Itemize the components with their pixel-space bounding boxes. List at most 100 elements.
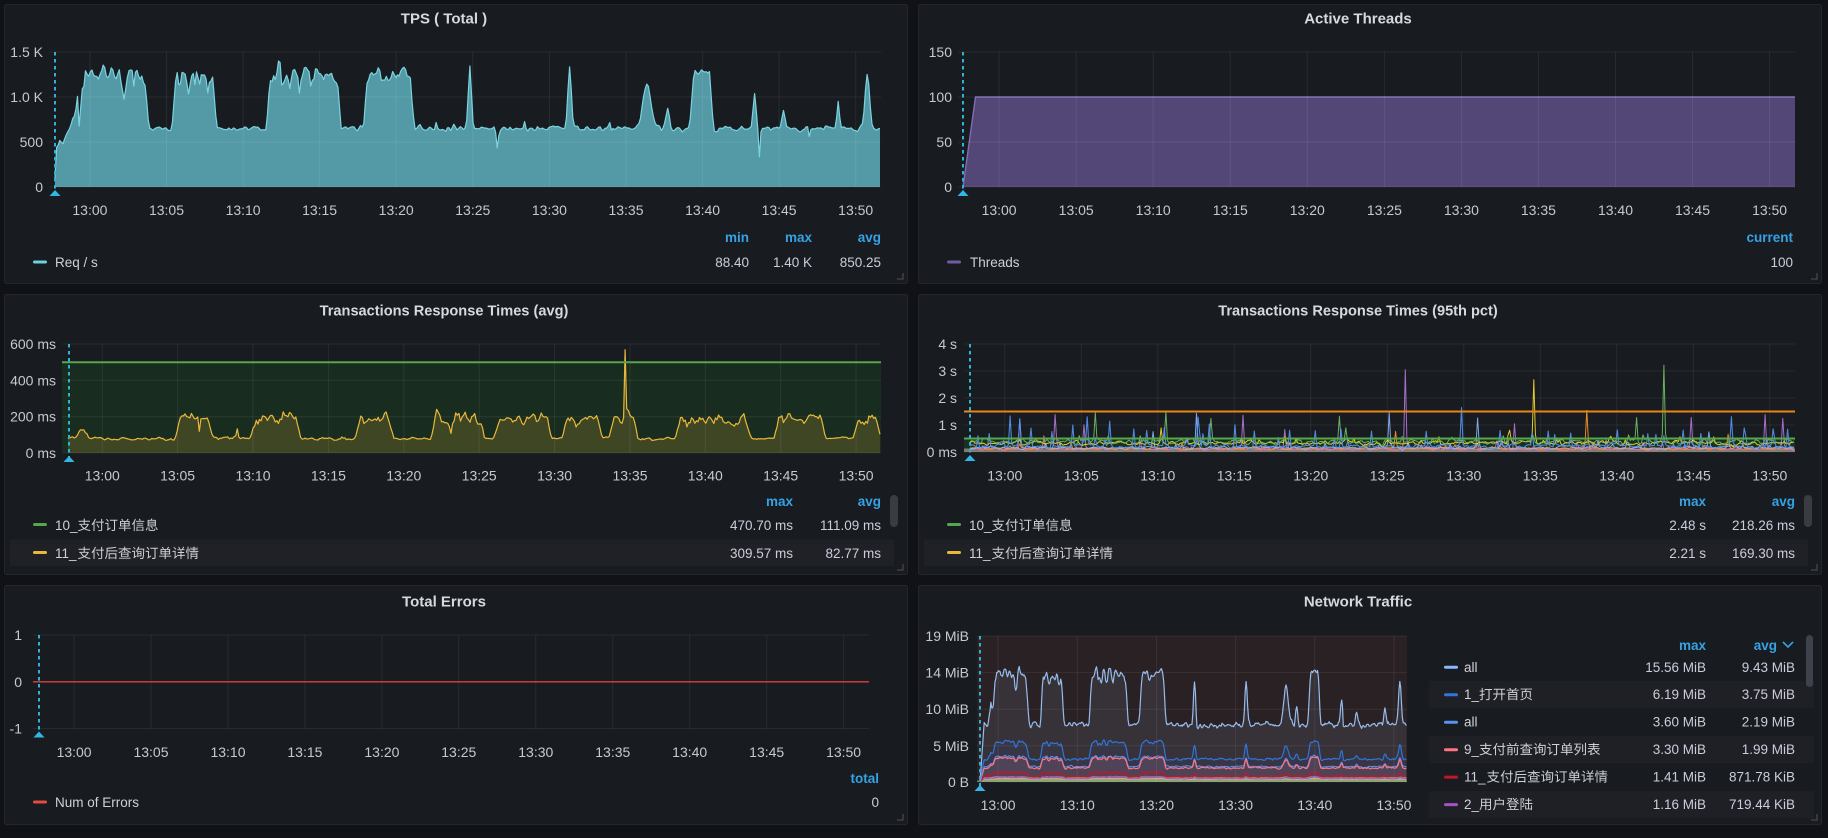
svg-text:13:40: 13:40 — [688, 468, 723, 484]
svg-text:13:30: 13:30 — [518, 744, 553, 760]
svg-text:600 ms: 600 ms — [10, 336, 56, 352]
svg-text:2.48 s: 2.48 s — [1669, 518, 1706, 533]
svg-text:13:25: 13:25 — [441, 744, 476, 760]
svg-text:850.25: 850.25 — [840, 255, 881, 270]
svg-text:3.60 MiB: 3.60 MiB — [1653, 715, 1706, 730]
svg-text:13:35: 13:35 — [595, 744, 630, 760]
svg-text:13:35: 13:35 — [1523, 468, 1558, 484]
svg-text:13:50: 13:50 — [1752, 202, 1787, 218]
svg-text:309.57 ms: 309.57 ms — [730, 546, 793, 561]
svg-text:3.30 MiB: 3.30 MiB — [1653, 742, 1706, 757]
svg-text:0: 0 — [14, 674, 22, 690]
svg-text:max: max — [1679, 638, 1707, 653]
svg-text:15.56 MiB: 15.56 MiB — [1645, 660, 1706, 675]
svg-text:1.5 K: 1.5 K — [10, 44, 43, 60]
svg-text:88.40: 88.40 — [715, 255, 749, 270]
svg-text:13:15: 13:15 — [1213, 202, 1248, 218]
svg-text:max: max — [785, 230, 813, 245]
svg-text:470.70 ms: 470.70 ms — [730, 518, 793, 533]
svg-text:13:30: 13:30 — [532, 202, 567, 218]
svg-text:13:00: 13:00 — [72, 202, 107, 218]
svg-text:0 ms: 0 ms — [927, 444, 957, 460]
svg-text:218.26 ms: 218.26 ms — [1732, 518, 1795, 533]
svg-text:14 MiB: 14 MiB — [925, 665, 969, 681]
svg-text:1_: 1_ — [1464, 687, 1480, 702]
svg-text:10 MiB: 10 MiB — [925, 701, 969, 717]
svg-text:1.0 K: 1.0 K — [10, 89, 43, 105]
svg-text:13:20: 13:20 — [379, 202, 414, 218]
svg-text:0: 0 — [871, 795, 879, 810]
svg-text:Total Errors: Total Errors — [402, 594, 486, 611]
svg-text:13:00: 13:00 — [987, 468, 1022, 484]
svg-text:13:45: 13:45 — [1675, 202, 1710, 218]
svg-text:13:20: 13:20 — [1139, 797, 1174, 813]
svg-text:13:30: 13:30 — [1444, 202, 1479, 218]
svg-text:82.77 ms: 82.77 ms — [825, 546, 881, 561]
svg-text:1: 1 — [14, 627, 22, 643]
svg-text:19 MiB: 19 MiB — [925, 628, 969, 644]
svg-text:Req / s: Req / s — [55, 255, 98, 270]
svg-text:13:30: 13:30 — [1218, 797, 1253, 813]
svg-text:max: max — [1679, 494, 1707, 509]
svg-text:current: current — [1746, 230, 1793, 245]
svg-text:13:20: 13:20 — [386, 468, 421, 484]
svg-text:100: 100 — [1770, 255, 1793, 270]
svg-text:13:30: 13:30 — [537, 468, 572, 484]
svg-text:6.19 MiB: 6.19 MiB — [1653, 687, 1706, 702]
svg-text:13:30: 13:30 — [1446, 468, 1481, 484]
svg-text:11_: 11_ — [969, 546, 991, 561]
svg-text:50: 50 — [936, 134, 952, 150]
svg-text:13:00: 13:00 — [85, 468, 120, 484]
svg-text:13:40: 13:40 — [672, 744, 707, 760]
svg-text:11_: 11_ — [55, 546, 77, 561]
svg-text:-1: -1 — [10, 721, 23, 737]
svg-text:13:20: 13:20 — [364, 744, 399, 760]
svg-text:13:35: 13:35 — [1521, 202, 1556, 218]
svg-text:13:50: 13:50 — [1752, 468, 1787, 484]
svg-text:avg: avg — [858, 494, 881, 509]
svg-text:13:10: 13:10 — [1140, 468, 1175, 484]
svg-text:13:50: 13:50 — [826, 744, 861, 760]
svg-text:13:05: 13:05 — [1064, 468, 1099, 484]
svg-text:13:50: 13:50 — [1376, 797, 1411, 813]
svg-text:3.75 MiB: 3.75 MiB — [1742, 687, 1795, 702]
svg-text:0 ms: 0 ms — [26, 445, 56, 461]
svg-text:10_: 10_ — [969, 518, 992, 533]
svg-text:13:45: 13:45 — [749, 744, 784, 760]
svg-text:13:15: 13:15 — [302, 202, 337, 218]
svg-text:1.16 MiB: 1.16 MiB — [1653, 797, 1706, 812]
svg-text:13:25: 13:25 — [1370, 468, 1405, 484]
svg-text:Transactions Response Times (a: Transactions Response Times (avg) — [320, 304, 569, 320]
svg-text:169.30 ms: 169.30 ms — [1732, 546, 1795, 561]
svg-text:13:15: 13:15 — [311, 468, 346, 484]
svg-text:avg: avg — [1754, 638, 1777, 653]
svg-text:2 s: 2 s — [938, 390, 957, 406]
svg-text:3 s: 3 s — [938, 363, 957, 379]
svg-text:13:35: 13:35 — [608, 202, 643, 218]
svg-text:total: total — [851, 771, 880, 786]
svg-text:max: max — [766, 494, 794, 509]
svg-text:2.21 s: 2.21 s — [1669, 546, 1706, 561]
svg-text:13:05: 13:05 — [149, 202, 184, 218]
svg-text:9_: 9_ — [1464, 742, 1480, 757]
svg-text:13:40: 13:40 — [685, 202, 720, 218]
svg-text:13:50: 13:50 — [839, 468, 874, 484]
svg-text:13:00: 13:00 — [982, 202, 1017, 218]
svg-text:0 B: 0 B — [948, 774, 969, 790]
svg-text:13:40: 13:40 — [1297, 797, 1332, 813]
svg-text:871.78 KiB: 871.78 KiB — [1729, 770, 1795, 785]
svg-text:200 ms: 200 ms — [10, 409, 56, 425]
svg-text:TPS ( Total ): TPS ( Total ) — [401, 11, 487, 28]
svg-text:719.44 KiB: 719.44 KiB — [1729, 797, 1795, 812]
svg-text:13:10: 13:10 — [210, 744, 245, 760]
svg-text:10_: 10_ — [55, 518, 78, 533]
svg-text:13:15: 13:15 — [287, 744, 322, 760]
svg-text:avg: avg — [858, 230, 881, 245]
svg-text:13:45: 13:45 — [762, 202, 797, 218]
svg-text:0: 0 — [944, 179, 952, 195]
svg-text:2.19 MiB: 2.19 MiB — [1742, 715, 1795, 730]
svg-text:13:10: 13:10 — [226, 202, 261, 218]
svg-text:13:20: 13:20 — [1293, 468, 1328, 484]
svg-text:13:35: 13:35 — [612, 468, 647, 484]
svg-text:9.43 MiB: 9.43 MiB — [1742, 660, 1795, 675]
